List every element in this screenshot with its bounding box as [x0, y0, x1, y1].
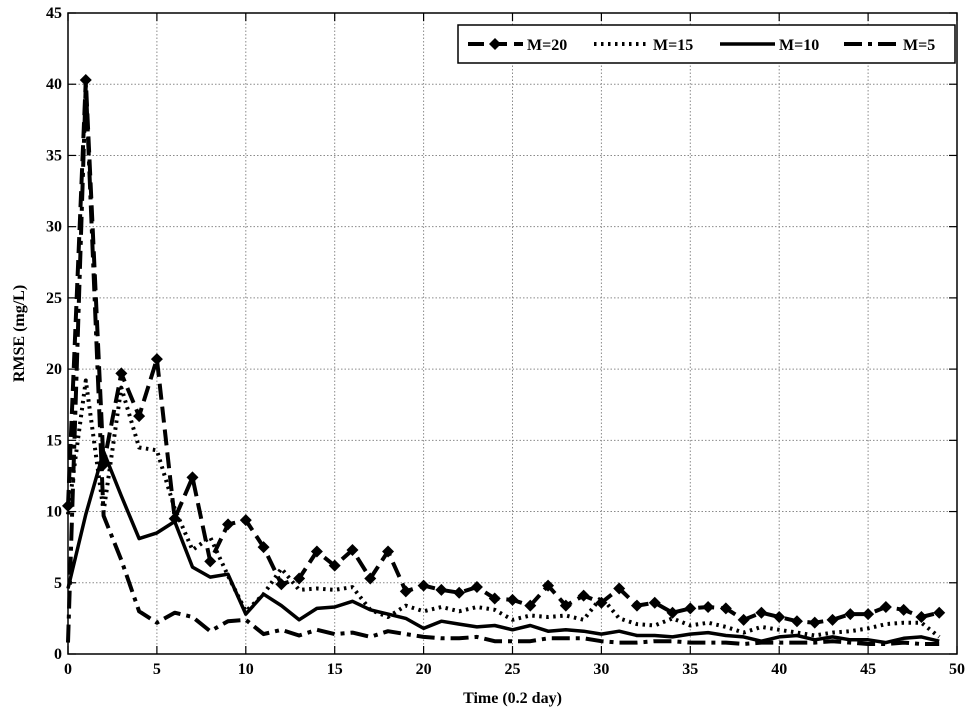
tick-marks	[67, 12, 958, 655]
data-point-marker	[115, 367, 128, 380]
y-tick-label: 45	[46, 5, 62, 22]
series-M=20	[62, 73, 946, 629]
data-point-marker	[524, 599, 537, 612]
y-tick-label: 10	[46, 504, 62, 521]
y-tick-label: 35	[46, 147, 62, 164]
data-point-marker	[382, 545, 395, 558]
data-point-marker	[844, 608, 857, 621]
y-tick-labels: 0 5 10 15 20 25 30 35 40 45	[46, 5, 62, 663]
data-point-marker	[346, 544, 359, 557]
data-point-marker	[737, 613, 750, 626]
data-point-marker	[222, 518, 235, 531]
data-point-marker	[310, 545, 323, 558]
data-point-marker	[293, 572, 306, 585]
data-point-marker	[542, 579, 555, 592]
legend-marker	[489, 38, 501, 50]
data-point-marker	[702, 600, 715, 613]
x-tick-label: 45	[860, 661, 876, 678]
data-point-marker	[257, 541, 270, 554]
x-tick-label: 10	[238, 661, 254, 678]
data-point-marker	[559, 599, 572, 612]
data-point-marker	[666, 606, 679, 619]
data-point-marker	[879, 600, 892, 613]
data-point-marker	[648, 596, 661, 609]
data-point-marker	[470, 581, 483, 594]
x-tick-labels: 0 5 10 15 20 25 30 35 40 45 50	[64, 661, 965, 678]
legend: M=20 M=15 M=10 M=5	[457, 24, 956, 64]
data-point-marker	[453, 586, 466, 599]
data-point-marker	[862, 608, 875, 621]
x-tick-label: 0	[64, 661, 72, 678]
data-point-marker	[897, 603, 910, 616]
data-point-marker	[933, 606, 946, 619]
y-tick-label: 5	[54, 575, 62, 592]
data-point-marker	[506, 593, 519, 606]
data-point-marker	[133, 410, 146, 423]
data-point-marker	[239, 514, 252, 527]
x-tick-label: 25	[505, 661, 521, 678]
data-point-marker	[826, 613, 839, 626]
legend-label: M=5	[903, 37, 935, 54]
series-M=5	[66, 82, 940, 646]
x-tick-label: 15	[327, 661, 343, 678]
y-axis-label: RMSE (mg/L)	[11, 285, 28, 382]
legend-label: M=15	[653, 37, 693, 54]
data-point-marker	[364, 572, 377, 585]
series-line	[66, 449, 940, 645]
legend-box	[457, 24, 956, 64]
data-point-marker	[488, 592, 501, 605]
y-tick-label: 15	[46, 432, 62, 449]
x-tick-label: 30	[593, 661, 609, 678]
data-point-marker	[328, 559, 341, 572]
data-point-marker	[684, 602, 697, 615]
series-M=10	[66, 449, 940, 645]
data-point-marker	[613, 582, 626, 595]
data-point-marker	[399, 585, 412, 598]
y-tick-label: 40	[46, 76, 62, 93]
y-tick-label: 25	[46, 290, 62, 307]
data-point-marker	[790, 615, 803, 628]
data-point-marker	[808, 616, 821, 629]
data-point-marker	[755, 606, 768, 619]
x-tick-label: 35	[682, 661, 698, 678]
data-point-marker	[186, 471, 199, 484]
x-tick-label: 40	[771, 661, 787, 678]
y-tick-label: 0	[54, 646, 62, 663]
data-point-marker	[577, 589, 590, 602]
x-tick-label: 50	[949, 661, 965, 678]
data-point-marker	[417, 579, 430, 592]
y-tick-label: 20	[46, 361, 62, 378]
data-point-marker	[204, 555, 217, 568]
data-point-marker	[275, 578, 288, 591]
data-point-marker	[435, 583, 448, 596]
legend-label: M=10	[779, 37, 819, 54]
x-axis-label: Time (0.2 day)	[463, 690, 562, 707]
x-tick-label: 20	[416, 661, 432, 678]
data-point-marker	[150, 353, 163, 366]
series-line	[66, 82, 940, 646]
data-point-marker	[630, 599, 643, 612]
data-point-marker	[773, 610, 786, 623]
data-point-marker	[79, 73, 92, 86]
x-tick-label: 5	[153, 661, 161, 678]
grid-lines	[68, 13, 957, 654]
y-tick-label: 30	[46, 219, 62, 236]
legend-label: M=20	[527, 37, 567, 54]
data-point-marker	[915, 610, 928, 623]
series-group	[62, 73, 946, 646]
data-point-marker	[719, 602, 732, 615]
